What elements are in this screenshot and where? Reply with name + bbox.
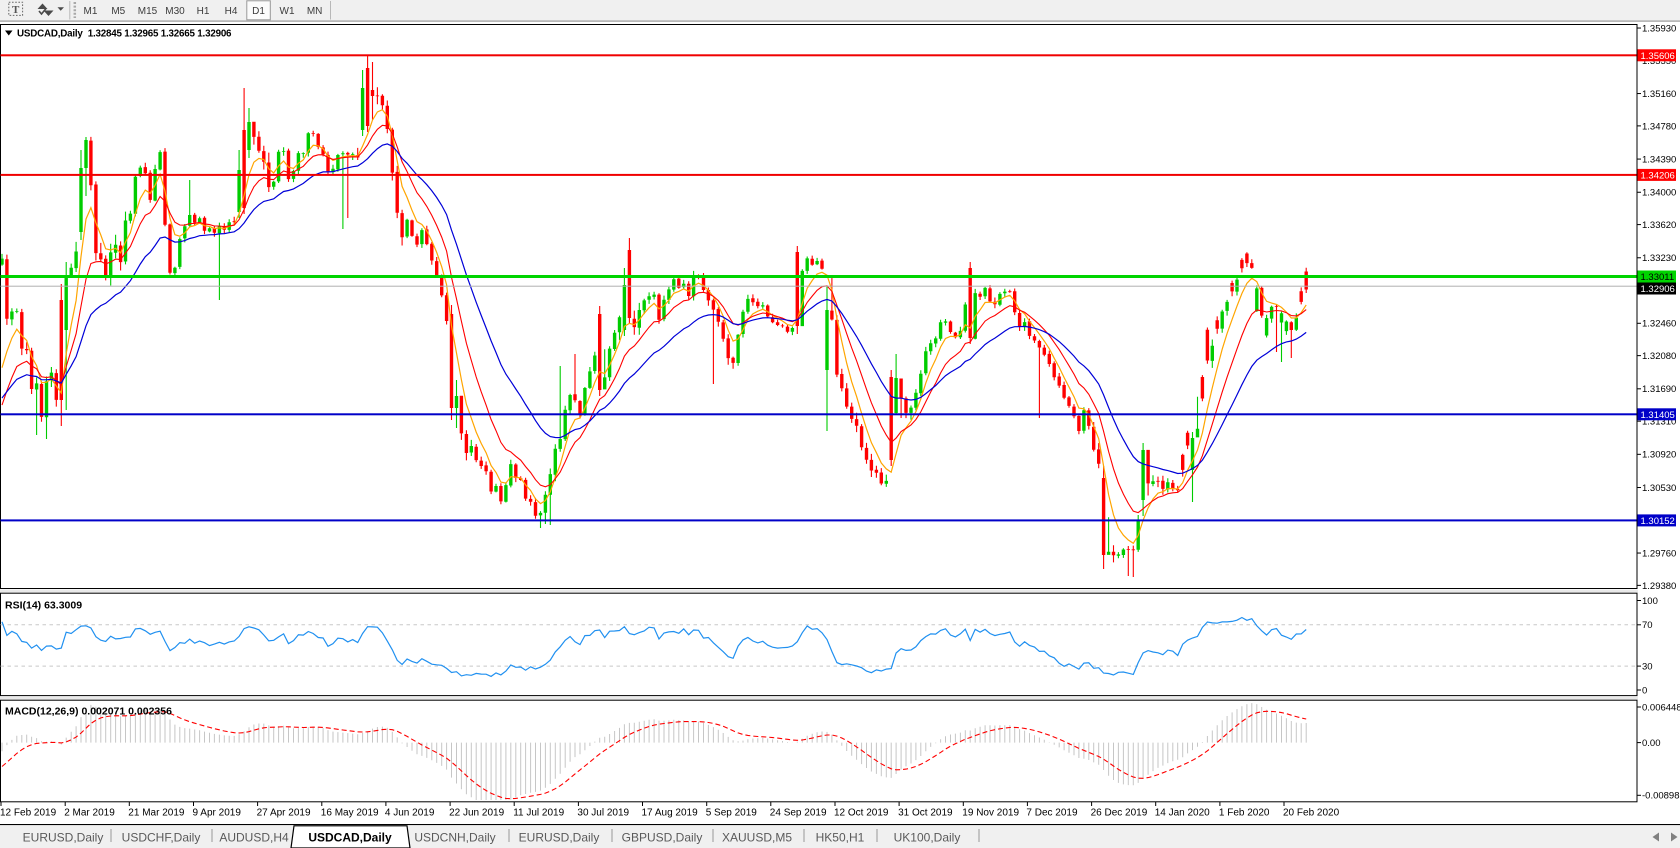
svg-text:31 Oct 2019: 31 Oct 2019 [898,808,953,819]
svg-text:1.35930: 1.35930 [1642,23,1676,34]
svg-text:EURUSD,Daily: EURUSD,Daily [23,831,104,845]
svg-text:1.29760: 1.29760 [1642,548,1676,559]
svg-text:HK50,H1: HK50,H1 [816,831,865,845]
svg-text:19 Nov 2019: 19 Nov 2019 [962,808,1019,819]
svg-text:4 Jun 2019: 4 Jun 2019 [385,808,435,819]
svg-text:RSI(14) 63.3009: RSI(14) 63.3009 [5,600,82,612]
svg-text:27 Apr 2019: 27 Apr 2019 [257,808,311,819]
svg-text:2 Mar 2019: 2 Mar 2019 [64,808,115,819]
svg-text:5 Sep 2019: 5 Sep 2019 [706,808,758,819]
svg-text:1.31405: 1.31405 [1641,410,1675,421]
svg-text:14 Jan 2020: 14 Jan 2020 [1155,808,1210,819]
svg-text:GBPUSD,Daily: GBPUSD,Daily [622,831,703,845]
svg-text:T: T [12,4,20,16]
svg-text:21 Mar 2019: 21 Mar 2019 [128,808,185,819]
svg-text:USDCAD,Daily: USDCAD,Daily [308,831,392,845]
svg-text:D1: D1 [252,6,265,17]
svg-text:22 Jun 2019: 22 Jun 2019 [449,808,504,819]
svg-text:-0.008982: -0.008982 [1642,791,1680,802]
svg-text:USDCHF,Daily: USDCHF,Daily [122,831,201,845]
svg-text:1.34000: 1.34000 [1642,188,1676,199]
svg-text:M15: M15 [138,6,158,17]
svg-text:USDCAD,Daily 1.32845 1.32965: USDCAD,Daily 1.32845 1.32965 1.32665 1.3… [17,29,232,40]
svg-text:100: 100 [1642,596,1658,607]
svg-text:1 Feb 2020: 1 Feb 2020 [1219,808,1270,819]
svg-text:0.00: 0.00 [1642,738,1661,749]
svg-text:1.29380: 1.29380 [1642,581,1676,592]
svg-text:1.33011: 1.33011 [1641,272,1675,283]
svg-text:1.31690: 1.31690 [1642,384,1676,395]
svg-text:26 Dec 2019: 26 Dec 2019 [1091,808,1148,819]
svg-text:UK100,Daily: UK100,Daily [894,831,961,845]
svg-text:7 Dec 2019: 7 Dec 2019 [1026,808,1078,819]
svg-text:16 May 2019: 16 May 2019 [321,808,379,819]
svg-text:1.33230: 1.33230 [1642,253,1676,264]
svg-text:MN: MN [307,6,323,17]
svg-text:EURUSD,Daily: EURUSD,Daily [519,831,600,845]
svg-text:24 Sep 2019: 24 Sep 2019 [770,808,827,819]
svg-text:M5: M5 [111,6,125,17]
svg-text:1.34206: 1.34206 [1641,171,1675,182]
svg-text:30 Jul 2019: 30 Jul 2019 [577,808,629,819]
svg-text:XAUUSD,M5: XAUUSD,M5 [722,831,792,845]
svg-text:USDCNH,Daily: USDCNH,Daily [414,831,495,845]
svg-text:70: 70 [1642,620,1653,631]
svg-text:12 Feb 2019: 12 Feb 2019 [0,808,57,819]
svg-text:9 Apr 2019: 9 Apr 2019 [193,808,242,819]
svg-text:1.32080: 1.32080 [1642,351,1676,362]
svg-text:H4: H4 [225,6,238,17]
svg-text:17 Aug 2019: 17 Aug 2019 [642,808,699,819]
svg-text:12 Oct 2019: 12 Oct 2019 [834,808,889,819]
svg-text:1.34390: 1.34390 [1642,154,1676,165]
svg-text:M30: M30 [165,6,185,17]
svg-text:30: 30 [1642,662,1653,673]
svg-text:1.30152: 1.30152 [1641,516,1675,527]
svg-text:1.35160: 1.35160 [1642,89,1676,100]
svg-text:1.33620: 1.33620 [1642,220,1676,231]
svg-text:MACD(12,26,9) 0.002071 0.00235: MACD(12,26,9) 0.002071 0.002356 [5,706,172,718]
svg-text:1.30920: 1.30920 [1642,450,1676,461]
svg-text:1.32460: 1.32460 [1642,319,1676,330]
svg-text:1.32906: 1.32906 [1641,284,1675,295]
svg-text:AUDUSD,H4: AUDUSD,H4 [219,831,289,845]
svg-text:H1: H1 [197,6,210,17]
svg-text:20 Feb 2020: 20 Feb 2020 [1283,808,1340,819]
svg-text:1.31310: 1.31310 [1642,417,1676,428]
svg-text:W1: W1 [280,6,295,17]
svg-text:M1: M1 [84,6,98,17]
svg-text:0: 0 [1642,685,1647,696]
svg-text:1.34780: 1.34780 [1642,121,1676,132]
svg-text:11 Jul 2019: 11 Jul 2019 [513,808,564,819]
svg-text:1.35606: 1.35606 [1641,51,1675,62]
svg-text:0.006448: 0.006448 [1642,702,1680,713]
svg-text:1.30530: 1.30530 [1642,483,1676,494]
